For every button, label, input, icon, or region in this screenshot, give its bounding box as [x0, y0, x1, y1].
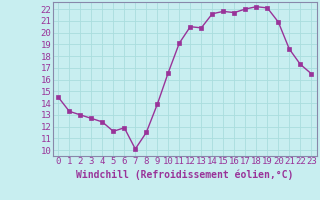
X-axis label: Windchill (Refroidissement éolien,°C): Windchill (Refroidissement éolien,°C): [76, 169, 293, 180]
